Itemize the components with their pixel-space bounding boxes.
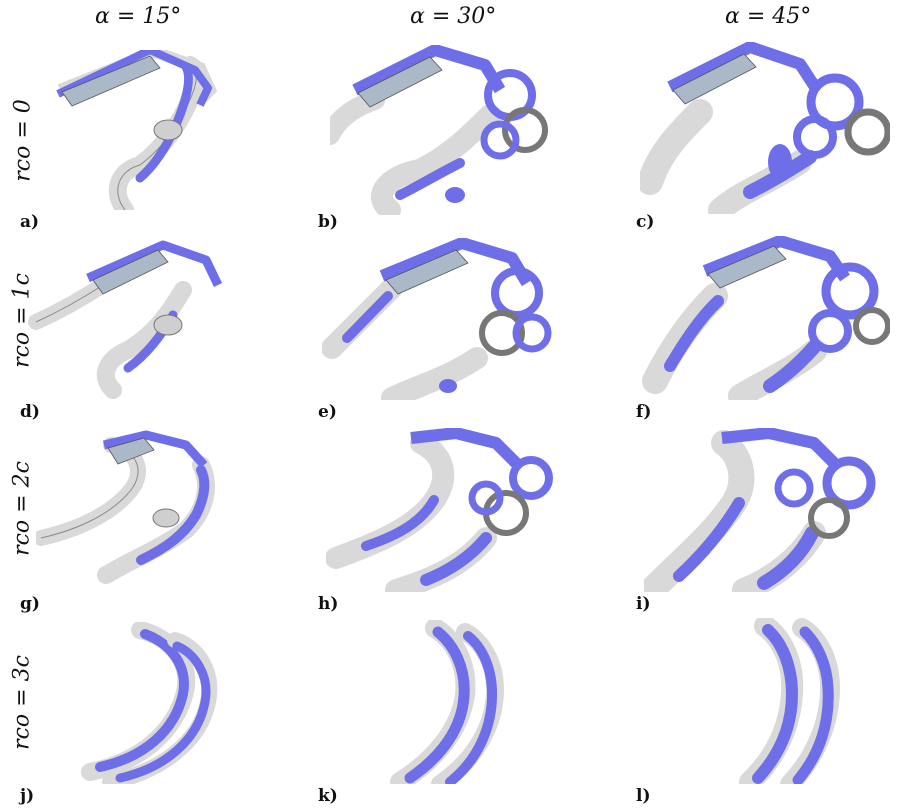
panel-i-vortex-render (644, 428, 876, 592)
panel-label-c: c) (636, 212, 655, 232)
panel-label-e: e) (318, 402, 337, 422)
panel-f-vortex-render (642, 236, 890, 400)
panel-label-k: k) (318, 786, 338, 806)
row-label-rco-3c: rco = 3c (9, 655, 35, 750)
panel-label-h: h) (318, 594, 339, 614)
panel-label-l: l) (636, 786, 651, 806)
panel-label-d: d) (20, 402, 40, 422)
panel-e-vortex-render (322, 238, 552, 400)
panel-g-vortex-render (36, 430, 215, 584)
panel-c-vortex-render (640, 42, 890, 214)
panel-label-b: b) (318, 212, 338, 232)
column-header-alpha-45: α = 45° (725, 4, 812, 29)
column-header-alpha-15: α = 15° (95, 4, 182, 29)
panel-label-i: i) (636, 594, 651, 614)
column-header-alpha-30: α = 30° (410, 4, 497, 29)
row-label-rco-0: rco = 0 (10, 99, 36, 182)
row-label-rco-2c: rco = 2c (9, 461, 35, 556)
panel-d-vortex-render (28, 240, 223, 399)
panel-b-vortex-render (330, 45, 548, 215)
panel-j-vortex-render (81, 622, 218, 784)
panel-h-vortex-render (326, 428, 553, 592)
panel-l-vortex-render (739, 618, 841, 784)
panel-label-f: f) (636, 402, 652, 422)
panel-k-vortex-render (390, 620, 505, 784)
panel-label-g: g) (20, 594, 40, 614)
panel-label-a: a) (20, 212, 40, 232)
panel-a-vortex-render (56, 50, 218, 210)
panel-label-j: j) (20, 786, 35, 806)
